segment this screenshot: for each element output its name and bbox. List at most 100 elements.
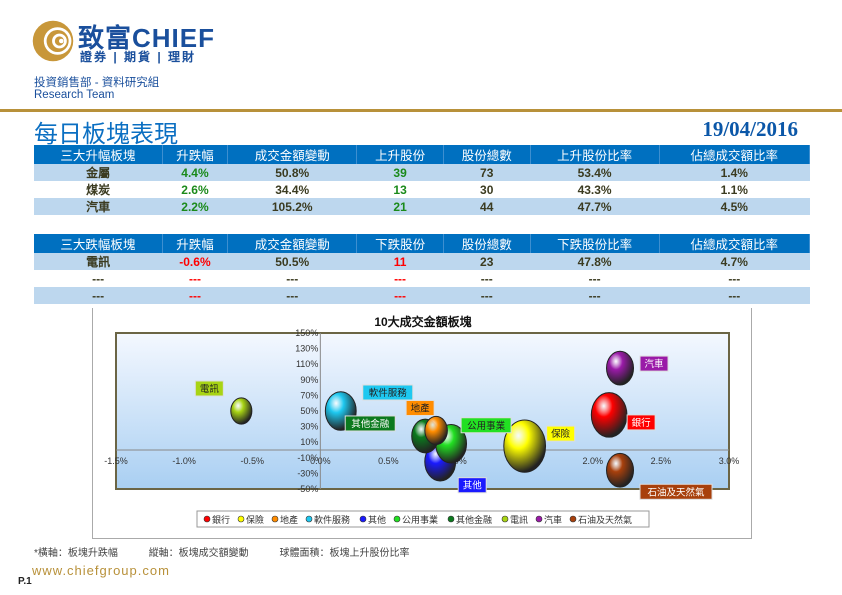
legend-item: 軟件服務 xyxy=(314,514,350,525)
table-row: --- --- --- --- --- --- --- xyxy=(34,287,810,304)
table-cell: 47.7% xyxy=(530,198,660,215)
data-label-bg xyxy=(639,483,713,500)
page-title: 每日板塊表現 xyxy=(34,121,178,148)
table-cell: --- xyxy=(34,287,163,304)
column-header: 下跌股份比率 xyxy=(530,234,660,253)
y-tick-label: -50% xyxy=(297,484,318,494)
y-tick-label: 130% xyxy=(295,344,318,354)
data-label: 地產 xyxy=(411,403,431,415)
table-row: 金屬 4.4% 50.8% 39 73 53.4% 1.4% xyxy=(34,164,810,181)
chief-logo-icon xyxy=(32,20,74,62)
legend-marker xyxy=(393,515,401,523)
team-name: Research Team xyxy=(34,89,115,101)
legend-item: 其他 xyxy=(368,514,386,525)
table-cell: --- xyxy=(162,287,228,304)
y-tick-label: 70% xyxy=(300,390,318,400)
brand-name: 致富CHIEF xyxy=(78,23,216,53)
legend-item: 公用事業 xyxy=(402,514,438,525)
x-tick-label: 0.5% xyxy=(378,456,399,466)
bubble-9 xyxy=(606,452,635,488)
brand-subtitle: 證券 | 期貨 | 理財 xyxy=(80,50,197,64)
table-cell: 4.5% xyxy=(659,198,810,215)
legend-marker xyxy=(501,515,509,523)
legend-marker xyxy=(237,515,245,523)
table-row: --- --- --- --- --- --- --- xyxy=(34,270,810,287)
data-label-bg xyxy=(460,417,512,434)
x-tick-label: -1.0% xyxy=(172,456,196,466)
table-cell: 4.4% xyxy=(162,164,228,181)
website-link[interactable]: www.chiefgroup.com xyxy=(32,563,170,578)
table-cell: -0.6% xyxy=(162,253,228,270)
chart-title: 10大成交金額板塊 xyxy=(374,314,471,329)
legend-item: 銀行 xyxy=(212,514,230,525)
legend xyxy=(196,510,650,528)
data-label-bg xyxy=(194,380,224,397)
data-label-bg xyxy=(344,415,396,432)
table-cell: 30 xyxy=(480,182,494,197)
y-tick-label: -10% xyxy=(297,453,318,463)
x-tick-label: 3.0% xyxy=(719,456,740,466)
table-cell: 105.2% xyxy=(227,198,357,215)
bubble-7 xyxy=(230,397,253,425)
table-cell: --- xyxy=(480,271,493,286)
table-cell: 34.4% xyxy=(275,182,310,197)
page-number: P.1 xyxy=(18,576,32,587)
table-cell: 13 xyxy=(393,182,407,197)
table-cell: 50.5% xyxy=(227,253,357,270)
table-cell: 44 xyxy=(443,198,531,215)
table-cell: --- xyxy=(394,271,407,286)
table-cell: 53.4% xyxy=(530,164,660,181)
note-x-axis: *橫軸：板塊升跌幅 xyxy=(34,548,118,559)
y-tick-label: -30% xyxy=(297,468,318,478)
table-cell: 1.1% xyxy=(720,182,748,197)
y-tick-label: 30% xyxy=(300,422,318,432)
bubble-1 xyxy=(503,419,547,473)
data-label-bg xyxy=(546,425,576,442)
legend-marker xyxy=(569,515,577,523)
column-header: 成交金額變動 xyxy=(227,145,358,164)
legend-marker xyxy=(535,515,543,523)
x-tick-label: -0.5% xyxy=(240,456,264,466)
note-y-axis: 縱軸：板塊成交額變動 xyxy=(148,548,249,559)
table-cell: 39 xyxy=(356,164,444,181)
legend-marker xyxy=(271,515,279,523)
data-label: 汽車 xyxy=(645,358,665,370)
data-label: 電訊 xyxy=(200,383,220,395)
legend-marker xyxy=(305,515,313,523)
column-header: 佔總成交額比率 xyxy=(659,234,811,253)
bubble-0 xyxy=(590,392,628,438)
table-cell: --- xyxy=(92,271,105,286)
table-cell: 21 xyxy=(356,198,444,215)
table-cell: 23 xyxy=(443,253,531,270)
y-tick-label: 90% xyxy=(300,375,318,385)
data-label: 保險 xyxy=(551,428,571,440)
table-cell: 4.7% xyxy=(659,253,810,270)
top-gainers-table: 三大升幅板塊 升跌幅 成交金額變動 上升股份 股份總數 上升股份比率 佔總成交額比率 金屬 4.… xyxy=(34,145,811,215)
table-cell: 73 xyxy=(443,164,531,181)
data-label: 銀行 xyxy=(632,417,652,429)
data-label: 公用事業 xyxy=(467,420,506,432)
data-label-bg xyxy=(457,477,487,494)
column-header: 上升股份比率 xyxy=(530,145,660,164)
table-cell: 43.3% xyxy=(577,182,612,197)
department: 投資銷售部 - 資料研究組 xyxy=(34,77,160,89)
footnote: *橫軸：板塊升跌幅 縱軸：板塊成交額變動 球體面積：板塊上升股份比率 xyxy=(34,544,437,559)
data-label-bg xyxy=(639,355,669,372)
table-row: 煤炭 2.6% 34.4% 13 30 43.3% 1.1% xyxy=(34,181,810,198)
table-cell: 金屬 xyxy=(34,164,163,181)
bubble-8 xyxy=(606,350,635,386)
note-bubble-size: 球體面積：板塊上升股份比率 xyxy=(279,548,410,559)
x-tick-label: -1.5% xyxy=(104,456,128,466)
table-cell: 1.4% xyxy=(659,164,810,181)
table-cell: 煤炭 xyxy=(86,183,111,197)
report-date: 19/04/2016 xyxy=(702,117,798,141)
table-cell: --- xyxy=(443,287,531,304)
table-cell: 2.6% xyxy=(181,182,209,197)
data-label-bg xyxy=(405,400,435,416)
x-tick-label: 0.0% xyxy=(310,456,331,466)
y-tick-label: 50% xyxy=(300,406,318,416)
x-tick-label: 2.5% xyxy=(651,456,672,466)
table-cell: 50.8% xyxy=(227,164,357,181)
column-header: 上升股份 xyxy=(356,145,444,164)
x-tick-label: 2.0% xyxy=(583,456,604,466)
